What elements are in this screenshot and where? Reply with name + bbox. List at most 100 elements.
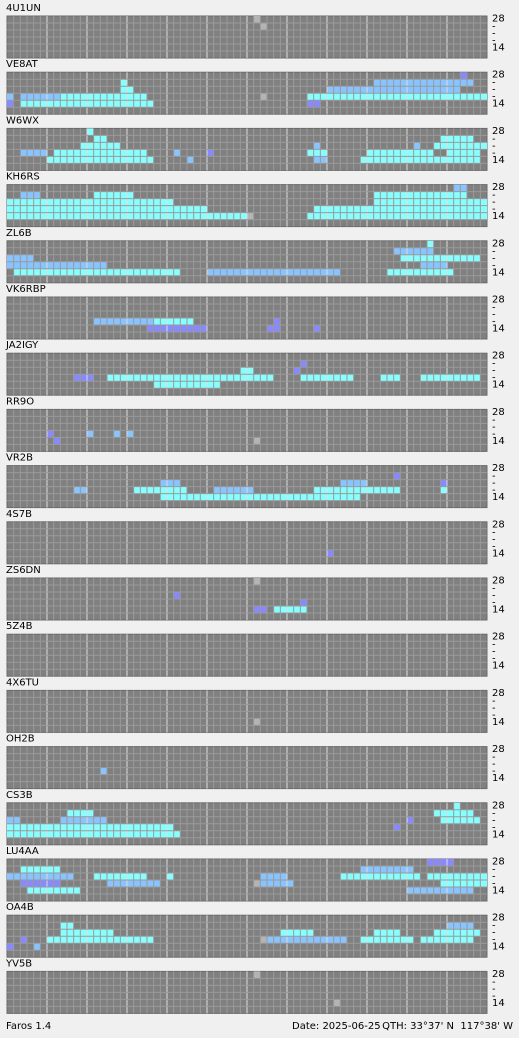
band-label: 28 xyxy=(492,295,505,306)
band-label: - xyxy=(492,373,496,384)
signal-cells xyxy=(253,437,261,445)
band-label: - xyxy=(492,696,496,707)
band-label: - xyxy=(492,260,496,271)
signal-cells xyxy=(20,191,41,199)
signal-cells xyxy=(280,929,314,937)
signal-cells xyxy=(273,606,307,613)
band-label: - xyxy=(492,591,496,602)
band-label: - xyxy=(492,148,496,159)
band-label: 28 xyxy=(492,182,505,193)
station-label: KH6RS xyxy=(6,172,40,183)
signal-cells xyxy=(173,592,181,599)
signal-cells xyxy=(393,472,401,480)
signal-cells xyxy=(307,212,487,220)
signal-cells xyxy=(253,971,261,979)
band-label: 14 xyxy=(492,717,505,728)
signal-cells xyxy=(440,486,447,494)
band-label: - xyxy=(492,991,496,1002)
band-label: - xyxy=(492,879,496,890)
signal-cells xyxy=(253,718,261,726)
band-label: 14 xyxy=(492,43,505,54)
signal-cells xyxy=(260,936,267,944)
signal-cells xyxy=(420,374,481,382)
signal-cells xyxy=(187,156,194,164)
band-label: - xyxy=(492,92,496,103)
band-label: - xyxy=(492,977,496,988)
band-label: - xyxy=(492,598,496,609)
signal-cells xyxy=(260,93,267,101)
band-label: 28 xyxy=(492,14,505,25)
station-label: 4S7B xyxy=(6,509,32,520)
band-label: - xyxy=(492,253,496,264)
band-label: 28 xyxy=(492,632,505,643)
signal-cells xyxy=(147,325,207,332)
signal-cells xyxy=(380,374,401,382)
station-label: JA2IGY xyxy=(5,340,39,351)
signal-cells xyxy=(33,943,41,951)
band-label: 14 xyxy=(492,492,505,503)
band-label: - xyxy=(492,246,496,257)
band-label: - xyxy=(492,808,496,819)
signal-cells xyxy=(313,325,321,332)
band-label: 28 xyxy=(492,407,505,418)
band-label: 14 xyxy=(492,548,505,559)
signal-cells xyxy=(293,367,301,375)
band-label: 28 xyxy=(492,857,505,868)
station-label: LU4AA xyxy=(6,846,39,857)
band-label: - xyxy=(492,204,496,215)
band-label: 14 xyxy=(492,155,505,166)
station-label: CS3B xyxy=(6,790,33,801)
band-label: 28 xyxy=(492,351,505,362)
signal-cells xyxy=(53,437,61,445)
signal-cells xyxy=(120,79,127,87)
signal-cells xyxy=(253,880,261,887)
signal-cells xyxy=(433,929,481,937)
station-label: VE8AT xyxy=(6,59,39,70)
band-label: 14 xyxy=(492,436,505,447)
station-label: W6WX xyxy=(6,115,39,126)
signal-cells xyxy=(453,802,461,810)
signal-cells xyxy=(393,823,401,831)
signal-cells xyxy=(87,430,94,438)
band-label: - xyxy=(492,485,496,496)
band-label: - xyxy=(492,478,496,489)
band-label: - xyxy=(492,303,496,314)
signal-cells xyxy=(207,149,214,157)
station-label: RR9O xyxy=(6,396,34,407)
band-label: 14 xyxy=(492,211,505,222)
station-label: VK6RBP xyxy=(6,284,46,295)
signal-cells xyxy=(13,268,181,276)
band-label: - xyxy=(492,872,496,883)
station-label: 4U1UN xyxy=(6,3,41,14)
band-label: - xyxy=(492,759,496,770)
signal-cells xyxy=(7,198,174,206)
signal-cells xyxy=(307,93,487,101)
signal-cells xyxy=(307,149,327,157)
band-label: 14 xyxy=(492,267,505,278)
band-label: - xyxy=(492,703,496,714)
band-label: - xyxy=(492,865,496,876)
band-label: 14 xyxy=(492,998,505,1009)
band-label: - xyxy=(492,541,496,552)
signal-cells xyxy=(313,142,321,150)
signal-cells xyxy=(160,479,181,487)
band-label: 14 xyxy=(492,380,505,391)
signal-cells xyxy=(20,936,27,944)
band-label: 28 xyxy=(492,744,505,755)
band-label: - xyxy=(492,359,496,370)
band-label: - xyxy=(492,584,496,595)
signal-cells xyxy=(7,823,174,831)
band-label: - xyxy=(492,190,496,201)
signal-cells xyxy=(333,999,341,1007)
band-label: 14 xyxy=(492,99,505,110)
band-label: 14 xyxy=(492,773,505,784)
signal-cells xyxy=(60,93,148,101)
signal-cells xyxy=(167,873,174,880)
band-label: - xyxy=(492,527,496,538)
signal-cells xyxy=(413,142,421,150)
signal-cells xyxy=(373,79,474,87)
band-label: - xyxy=(492,78,496,89)
signal-cells xyxy=(127,430,134,438)
band-label: 14 xyxy=(492,661,505,672)
